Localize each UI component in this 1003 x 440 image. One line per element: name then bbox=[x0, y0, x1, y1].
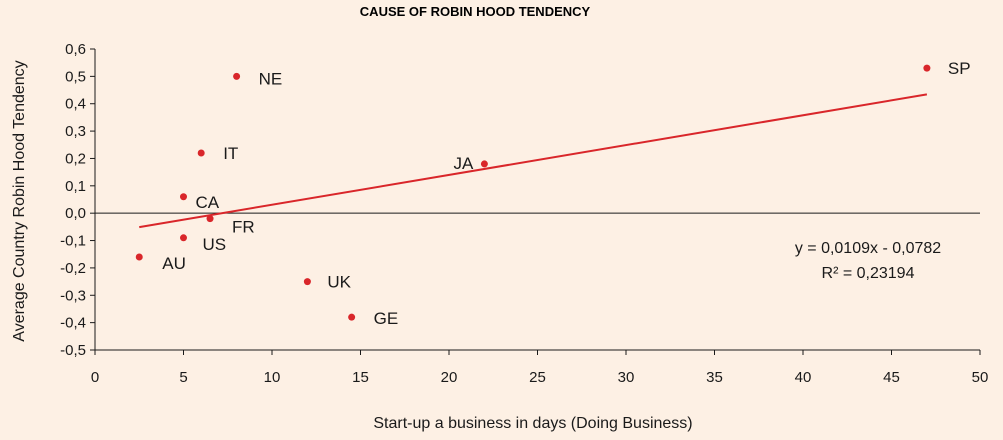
data-point bbox=[303, 278, 311, 286]
y-tick-label: 0,4 bbox=[65, 96, 86, 113]
y-axis-label: Average Country Robin Hood Tendency bbox=[11, 60, 28, 341]
data-point bbox=[180, 234, 187, 242]
data-point bbox=[233, 72, 241, 80]
x-axis-label: Start-up a business in days (Doing Busin… bbox=[373, 415, 692, 432]
y-tick-label: -0,4 bbox=[60, 315, 86, 332]
x-tick-label: 40 bbox=[795, 369, 812, 386]
y-tick-label: 0,0 bbox=[65, 205, 86, 222]
y-tick-label: -0,2 bbox=[60, 260, 86, 277]
point-label: FR bbox=[232, 218, 255, 237]
axes: 0,6 0,5 0,4 0,3 0,2 0,1 0,0 -0,1 -0,2 -0,3 -0,4 -0,… bbox=[60, 41, 988, 386]
point-label: US bbox=[203, 235, 227, 254]
point-label: NE bbox=[259, 69, 283, 88]
data-point bbox=[180, 193, 187, 201]
y-tick-label: 0,5 bbox=[65, 68, 86, 85]
y-tick-label: -0,3 bbox=[60, 287, 86, 304]
x-tick-label: 45 bbox=[883, 369, 900, 386]
point-label: SP bbox=[948, 59, 971, 78]
data-point bbox=[348, 313, 356, 321]
data-point bbox=[480, 160, 488, 168]
trendline bbox=[139, 93, 928, 229]
x-tick-label: 35 bbox=[706, 369, 723, 386]
x-tick-label: 20 bbox=[441, 369, 458, 386]
y-tick-label: 0,6 bbox=[65, 41, 86, 58]
trendline-r-squared: R² = 0,23194 bbox=[822, 265, 915, 282]
trendline-equation: y = 0,0109x - 0,0782 bbox=[795, 240, 941, 257]
y-tick-label: -0,5 bbox=[60, 342, 86, 359]
x-tick-label: 50 bbox=[972, 369, 989, 386]
point-label: GE bbox=[374, 309, 399, 328]
point-label: AU bbox=[162, 254, 186, 273]
x-tick-label: 10 bbox=[264, 369, 281, 386]
x-tick-label: 30 bbox=[618, 369, 635, 386]
y-tick-label: 0,1 bbox=[65, 178, 86, 195]
x-tick-label: 15 bbox=[352, 369, 369, 386]
data-point bbox=[135, 253, 143, 261]
x-tick-label: 5 bbox=[179, 369, 187, 386]
point-label: CA bbox=[196, 193, 220, 212]
point-label: UK bbox=[327, 273, 351, 292]
y-tick-label: 0,2 bbox=[65, 150, 86, 167]
x-tick-label: 25 bbox=[529, 369, 546, 386]
trendline-group bbox=[139, 93, 928, 229]
y-tick-label: -0,1 bbox=[60, 233, 86, 250]
data-point bbox=[923, 64, 931, 72]
y-tick-label: 0,3 bbox=[65, 123, 86, 140]
point-label: IT bbox=[223, 144, 238, 163]
data-point bbox=[206, 215, 214, 223]
point-label: JA bbox=[454, 154, 475, 173]
x-tick-label: 0 bbox=[91, 369, 99, 386]
data-point bbox=[197, 149, 205, 157]
chart-title: CAUSE OF ROBIN HOOD TENDENCY bbox=[360, 4, 591, 19]
data-points: NE IT CA FR US AU UK GE JA SP bbox=[135, 59, 971, 328]
